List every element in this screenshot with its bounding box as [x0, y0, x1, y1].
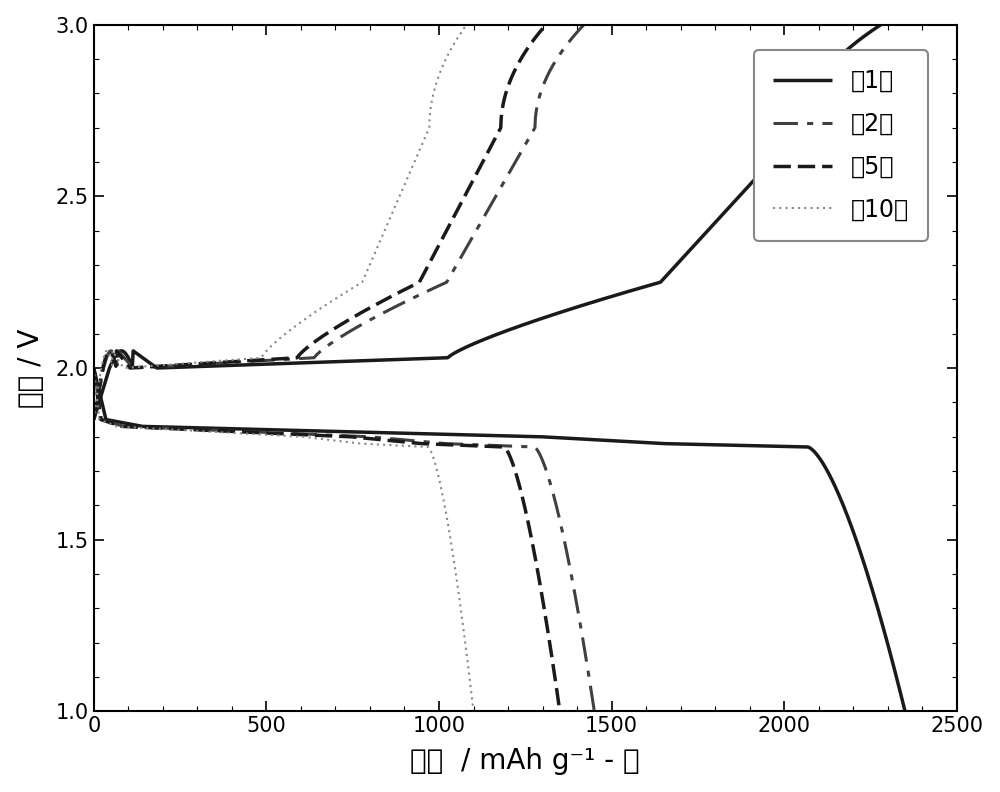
X-axis label: 容量  / mAh g⁻¹ - 硫: 容量 / mAh g⁻¹ - 硫 — [410, 748, 640, 775]
第2个 — [470, 226, 482, 235]
第10个 — [88, 415, 100, 425]
第1个 — [875, 20, 887, 29]
Line: 第5个: 第5个 — [94, 25, 546, 420]
Y-axis label: 电压 / V: 电压 / V — [17, 329, 45, 408]
第5个 — [540, 20, 552, 29]
第1个 — [716, 211, 728, 220]
第1个 — [434, 353, 446, 363]
第10个 — [385, 211, 397, 220]
第5个 — [440, 226, 452, 235]
第5个 — [88, 415, 100, 425]
第5个 — [398, 285, 410, 295]
第2个 — [138, 363, 150, 372]
第5个 — [271, 354, 283, 364]
第10个 — [126, 363, 138, 372]
第5个 — [449, 211, 461, 220]
第1个 — [628, 285, 640, 295]
Line: 第2个: 第2个 — [94, 25, 584, 420]
第10个 — [239, 354, 251, 364]
Line: 第1个: 第1个 — [94, 25, 881, 420]
第10个 — [379, 226, 391, 235]
第10个 — [344, 285, 356, 295]
第2个 — [479, 211, 491, 220]
第2个 — [424, 285, 436, 295]
第2个 — [578, 20, 590, 29]
第5个 — [134, 363, 146, 372]
第2个 — [304, 353, 316, 363]
第5个 — [287, 353, 299, 363]
第10个 — [252, 353, 264, 363]
第10个 — [461, 20, 473, 29]
第1个 — [88, 415, 100, 425]
Legend: 第1个, 第2个, 第5个, 第10个: 第1个, 第2个, 第5个, 第10个 — [754, 50, 928, 241]
第2个 — [88, 415, 100, 425]
第1个 — [168, 363, 180, 372]
Line: 第10个: 第10个 — [94, 25, 467, 420]
第2个 — [286, 354, 298, 364]
第1个 — [702, 226, 714, 235]
第1个 — [406, 354, 418, 364]
